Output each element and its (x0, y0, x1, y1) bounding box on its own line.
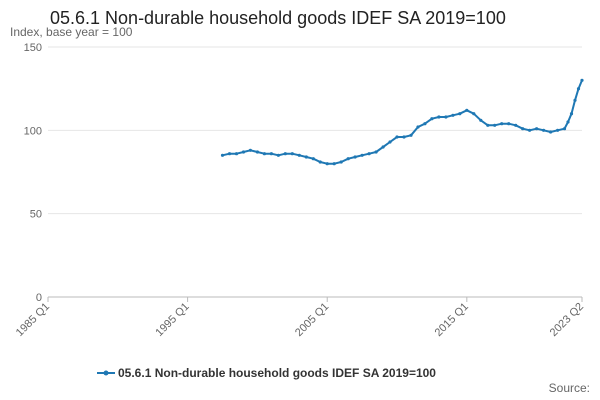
data-point (507, 122, 511, 126)
data-point (416, 125, 420, 129)
data-point (444, 115, 448, 119)
data-point (437, 115, 441, 119)
data-point (542, 128, 546, 132)
data-point (367, 152, 371, 156)
data-point (451, 113, 455, 117)
data-point (573, 98, 577, 102)
source-label: Source: (548, 381, 590, 395)
data-point (528, 128, 532, 132)
legend-label: 05.6.1 Non-durable household goods IDEF … (118, 366, 436, 380)
data-point (566, 120, 570, 124)
data-point (535, 127, 539, 131)
data-point (569, 112, 574, 116)
data-point (409, 133, 413, 137)
data-point (402, 135, 406, 139)
data-point (388, 140, 392, 144)
data-point (234, 152, 239, 156)
data-point (227, 152, 232, 156)
data-point (220, 153, 225, 157)
data-point (472, 112, 476, 116)
data-point (549, 130, 553, 134)
legend-point-marker (103, 370, 109, 376)
data-point (290, 152, 294, 156)
x-tick-label-3: 2015 Q1 (433, 301, 471, 339)
x-tick-label-2: 2005 Q1 (293, 301, 331, 339)
data-point (381, 145, 385, 149)
data-point (374, 150, 378, 154)
x-tick-label-0: 1985 Q1 (14, 301, 52, 339)
data-point (283, 152, 287, 156)
chart-title: 05.6.1 Non-durable household goods IDEF … (50, 8, 506, 28)
data-point (486, 123, 490, 127)
y-tick-label-50: 50 (30, 209, 42, 221)
data-point (562, 127, 567, 131)
data-point (423, 122, 427, 126)
data-point (353, 155, 357, 159)
data-point (304, 155, 308, 159)
data-point (255, 150, 259, 154)
data-point (576, 87, 581, 91)
data-point (465, 108, 469, 112)
data-point (458, 112, 462, 116)
x-tick-label-1: 1995 Q1 (153, 301, 191, 339)
data-point (241, 150, 246, 154)
series-layer (220, 78, 584, 166)
data-point (318, 160, 322, 164)
y-axis: 0 50 100 150 (24, 42, 42, 304)
data-point (269, 152, 273, 156)
y-tick-label-150: 150 (24, 42, 42, 54)
data-point (556, 128, 560, 132)
data-point (262, 152, 266, 156)
data-point (514, 123, 518, 127)
data-point (500, 122, 504, 126)
data-point (521, 127, 525, 131)
y-tick-label-0: 0 (36, 292, 42, 304)
data-point (325, 162, 329, 166)
data-point (360, 153, 364, 157)
data-point (276, 153, 280, 157)
data-point (580, 78, 584, 82)
data-point (346, 157, 350, 161)
grid-lines (48, 46, 582, 298)
y-axis-subtitle: Index, base year = 100 (10, 25, 133, 39)
y-tick-label-100: 100 (24, 125, 42, 137)
data-point (339, 160, 343, 164)
legend[interactable]: 05.6.1 Non-durable household goods IDEF … (97, 366, 436, 380)
x-tick-label-4: 2023 Q2 (548, 301, 586, 339)
data-point (248, 148, 252, 152)
data-point (430, 117, 434, 121)
data-point (493, 123, 497, 127)
data-point (297, 153, 301, 157)
data-point (479, 118, 483, 122)
x-axis: 1985 Q1 1995 Q1 2005 Q1 2015 Q1 2023 Q2 (14, 297, 586, 339)
series-line-0 (222, 79, 583, 165)
data-point (332, 162, 336, 166)
data-point (395, 135, 399, 139)
data-point (311, 157, 315, 161)
